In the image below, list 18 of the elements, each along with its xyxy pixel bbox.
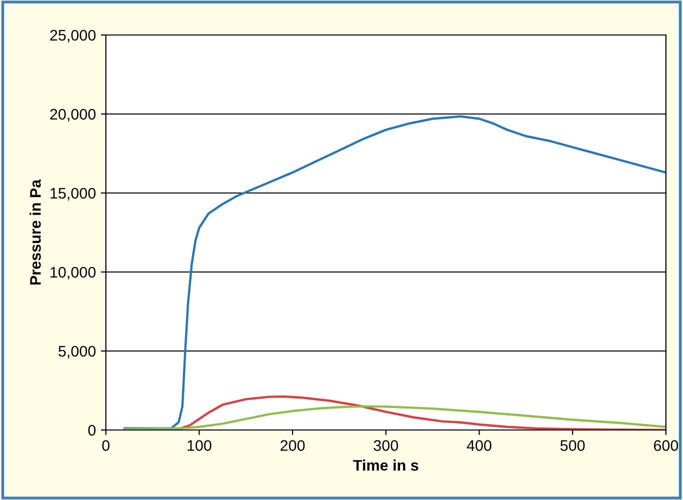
line-series: [179, 395, 666, 430]
x-tick-label: 300: [374, 440, 398, 451]
x-tick-label: 500: [560, 440, 585, 451]
y-tick-label: 25,000: [50, 30, 96, 42]
x-tick-label: 100: [188, 440, 212, 451]
x-tick-label: 200: [280, 440, 305, 451]
y-axis-title: Pressure in Pa: [30, 179, 41, 285]
y-tick-label: 10,000: [50, 266, 96, 280]
line-series: [123, 115, 666, 430]
y-tick-label: 0: [88, 424, 96, 436]
x-axis-title: Time in s: [353, 460, 418, 471]
x-tick-label: 600: [654, 440, 678, 451]
y-tick-label: 15,000: [50, 188, 96, 200]
y-tick-label: 20,000: [50, 108, 96, 122]
x-tick-label: 400: [466, 440, 492, 451]
y-tick-label: 5,000: [58, 346, 96, 358]
x-tick-label: 0: [102, 440, 110, 451]
line-series: [123, 405, 666, 430]
